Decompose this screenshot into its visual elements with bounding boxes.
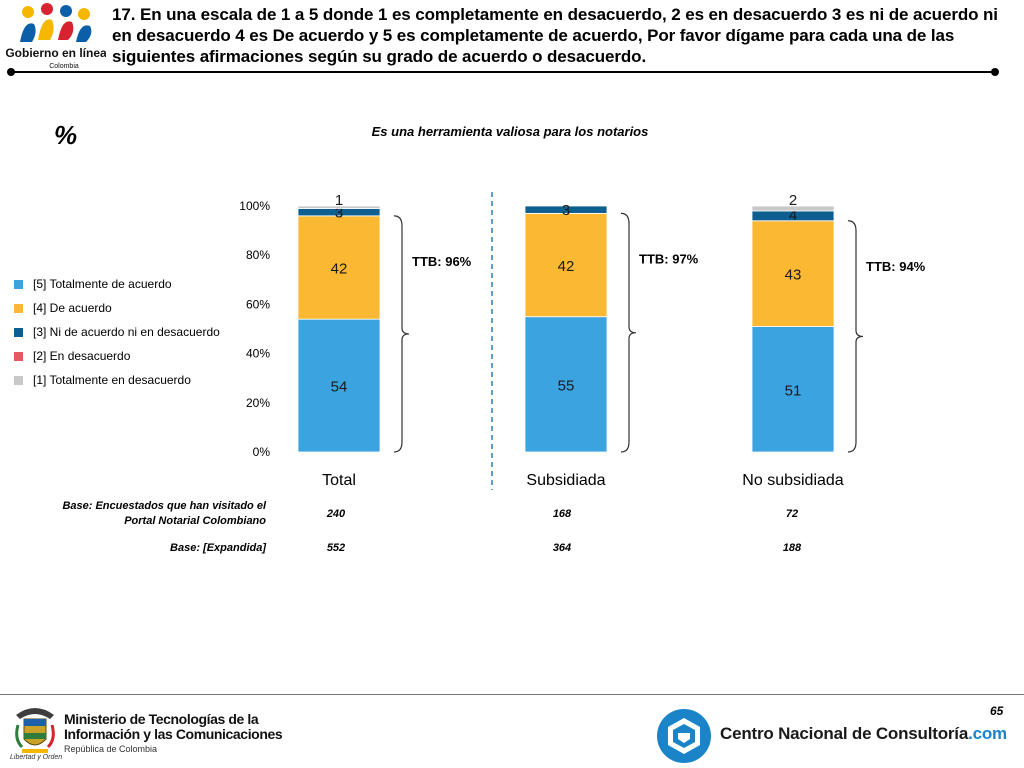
logo-subtext: Colombia xyxy=(49,63,79,70)
colombia-coat-of-arms-icon xyxy=(15,708,55,753)
base-expanded-total: 552 xyxy=(326,542,346,554)
legend-label: [2] En desacuerdo xyxy=(33,349,131,363)
y-tick-label: 0% xyxy=(253,445,271,459)
legend-swatch xyxy=(14,280,23,289)
legend-label: [4] De acuerdo xyxy=(33,301,112,315)
base-respondents-label: Base: Encuestados que han visitado el Po… xyxy=(62,500,266,527)
data-label-subsidiada-series-3: 3 xyxy=(562,202,570,219)
bar-segment-no-subsidiada-series-5 xyxy=(751,326,835,453)
divider-right-dot xyxy=(991,68,999,76)
cnc-logo-icon xyxy=(657,709,711,763)
question-title: 17. En una escala de 1 a 5 donde 1 es co… xyxy=(112,5,998,66)
legend-swatch xyxy=(14,352,23,361)
legend-label: [1] Totalmente en desacuerdo xyxy=(33,373,191,387)
ttb-bracket-subsidiada xyxy=(620,212,637,453)
ttb-label-subsidiada: TTB: 97% xyxy=(639,251,699,266)
ttb-bracket-no-subsidiada xyxy=(847,220,864,453)
data-label-no-subsidiada-series-3: 4 xyxy=(789,207,797,224)
base-respondents-no-subsidiada: 72 xyxy=(785,508,799,520)
divider-left-dot xyxy=(7,68,15,76)
ttb-label-total: TTB: 96% xyxy=(412,254,472,269)
ministry-line-2: Información y las Comunicaciones xyxy=(64,726,283,742)
ministry-subtitle: República de Colombia xyxy=(64,744,158,754)
legend-label: [5] Totalmente de acuerdo xyxy=(33,277,172,291)
data-label-subsidiada-series-5: 55 xyxy=(558,377,575,394)
data-label-subsidiada-series-4: 42 xyxy=(558,258,575,275)
data-label-total-series-1: 1 xyxy=(335,192,343,209)
y-tick-label: 40% xyxy=(246,347,270,361)
base-expanded-no-subsidiada: 188 xyxy=(782,542,802,554)
bar-segment-total-series-1 xyxy=(297,205,381,209)
ministry-name: Ministerio de Tecnologías de la Informac… xyxy=(64,711,283,742)
ttb-bracket-total xyxy=(393,215,410,453)
cnc-suffix: .com xyxy=(968,724,1007,743)
bar-segment-subsidiada-series-3 xyxy=(524,205,608,214)
base-expanded-label: Base: [Expandida] xyxy=(170,542,266,554)
crest-caption: Libertad y Orden xyxy=(10,754,63,761)
bar-segment-subsidiada-series-5 xyxy=(524,316,608,453)
bar-segment-total-series-4 xyxy=(297,215,381,320)
legend-swatch xyxy=(14,376,23,385)
y-tick-label: 100% xyxy=(239,199,270,213)
percent-symbol: % xyxy=(54,120,78,150)
ministry-line-1: Ministerio de Tecnologías de la xyxy=(64,711,259,727)
category-label-total: Total xyxy=(322,472,356,489)
category-label-subsidiada: Subsidiada xyxy=(526,472,605,489)
chart-title: Es una herramienta valiosa para los nota… xyxy=(371,124,649,139)
base-respondents-subsidiada: 168 xyxy=(552,508,572,520)
page-number: 65 xyxy=(990,704,1004,718)
y-tick-label: 80% xyxy=(246,248,270,262)
cnc-brand-name: Centro Nacional de Consultoría.com xyxy=(720,724,1007,744)
ttb-label-no-subsidiada: TTB: 94% xyxy=(866,259,926,274)
data-label-no-subsidiada-series-5: 51 xyxy=(785,382,802,399)
category-label-no-subsidiada: No subsidiada xyxy=(742,472,844,489)
legend-swatch xyxy=(14,304,23,313)
gobierno-en-linea-logo: Gobierno en línea Colombia xyxy=(6,3,106,70)
bar-segment-subsidiada-series-4 xyxy=(524,212,608,318)
legend-swatch xyxy=(14,328,23,337)
data-label-total-series-3: 3 xyxy=(335,204,343,221)
legend-label: [3] Ni de acuerdo ni en desacuerdo xyxy=(33,325,220,339)
footer-divider xyxy=(0,694,1024,695)
logo-text: Gobierno en línea xyxy=(6,46,106,60)
y-tick-label: 60% xyxy=(246,297,270,311)
base-expanded-subsidiada: 364 xyxy=(552,542,572,554)
data-label-no-subsidiada-series-4: 43 xyxy=(785,267,802,284)
data-label-no-subsidiada-series-1: 2 xyxy=(789,192,797,209)
bar-segment-no-subsidiada-series-4 xyxy=(751,220,835,327)
data-label-total-series-5: 54 xyxy=(331,379,348,396)
data-label-total-series-4: 42 xyxy=(331,261,348,278)
y-tick-label: 20% xyxy=(246,396,270,410)
bar-segment-no-subsidiada-series-1 xyxy=(751,205,835,212)
base-respondents-total: 240 xyxy=(326,508,346,520)
header-divider xyxy=(10,71,998,73)
cnc-name: Centro Nacional de Consultoría xyxy=(720,724,969,743)
